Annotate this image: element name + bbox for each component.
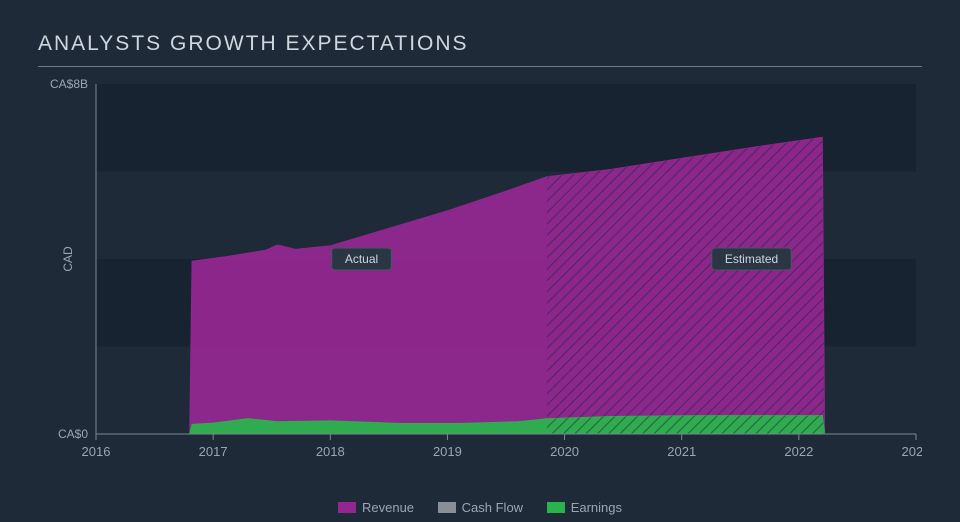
- legend-item-revenue: Revenue: [338, 500, 414, 515]
- svg-text:CAD: CAD: [61, 246, 75, 272]
- svg-text:2017: 2017: [199, 444, 228, 459]
- title-rule: [38, 66, 922, 67]
- legend-item-cashflow: Cash Flow: [438, 500, 523, 515]
- svg-text:2016: 2016: [82, 444, 111, 459]
- svg-text:2020: 2020: [550, 444, 579, 459]
- svg-text:2023: 2023: [902, 444, 922, 459]
- svg-text:2022: 2022: [784, 444, 813, 459]
- svg-text:2018: 2018: [316, 444, 345, 459]
- legend-label: Revenue: [362, 500, 414, 515]
- svg-text:2021: 2021: [667, 444, 696, 459]
- chart-svg: 2016 2017 2018 2019 2020 2021 2022 2023 CA$0 CA$8…: [38, 76, 922, 496]
- legend-item-earnings: Earnings: [547, 500, 622, 515]
- svg-text:2019: 2019: [433, 444, 462, 459]
- svg-text:CA$8B: CA$8B: [50, 77, 88, 91]
- chart-plot: 2016 2017 2018 2019 2020 2021 2022 2023 CA$0 CA$8…: [38, 76, 922, 496]
- revenue-swatch-icon: [338, 502, 356, 513]
- earnings-swatch-icon: [547, 502, 565, 513]
- cashflow-swatch-icon: [438, 502, 456, 513]
- legend-label: Cash Flow: [462, 500, 523, 515]
- legend: Revenue Cash Flow Earnings: [0, 500, 960, 516]
- svg-text:CA$0: CA$0: [58, 427, 88, 441]
- chart-title: ANALYSTS GROWTH EXPECTATIONS: [38, 32, 469, 56]
- svg-text:Actual: Actual: [345, 252, 378, 266]
- svg-text:Estimated: Estimated: [725, 252, 778, 266]
- legend-label: Earnings: [571, 500, 622, 515]
